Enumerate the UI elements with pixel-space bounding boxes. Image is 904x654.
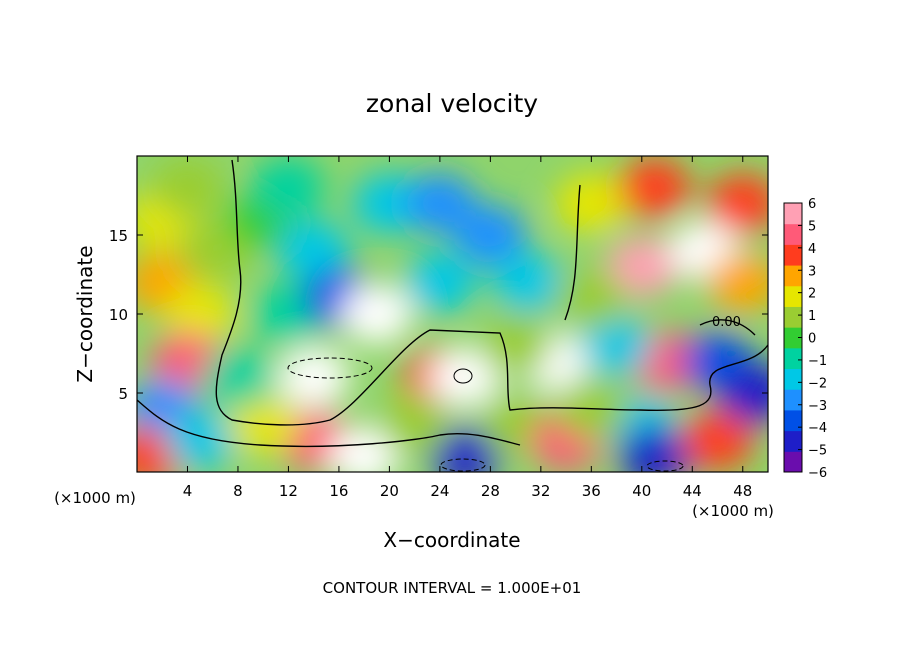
heatmap-cell xyxy=(429,347,502,408)
x-tick-label: 40 xyxy=(632,482,651,500)
heatmap-cell xyxy=(151,157,224,218)
contour-lines xyxy=(137,159,768,448)
colorbar-segment xyxy=(784,327,802,349)
heatmap-cell xyxy=(555,268,628,329)
colorbar-segment xyxy=(784,223,802,245)
heatmap-cell xyxy=(403,173,476,234)
heatmap-cell xyxy=(454,205,527,265)
heatmap-cell xyxy=(706,173,768,234)
plot-area xyxy=(137,156,768,472)
colorbar-segment xyxy=(784,430,802,452)
x-tick-label: 32 xyxy=(531,482,550,500)
heatmap-cell xyxy=(618,426,691,472)
x-tick-label: 48 xyxy=(733,482,752,500)
colorbar-segment xyxy=(784,285,802,307)
colorbar-tick-label: −1 xyxy=(808,354,827,369)
x-tick-label: 8 xyxy=(233,482,243,500)
zero-contour-line xyxy=(215,159,768,426)
colorbar-tick-label: −6 xyxy=(808,466,827,481)
colorbar-segment xyxy=(784,347,802,370)
dashed-contour xyxy=(287,357,373,379)
heatmap-cell xyxy=(277,347,350,408)
colorbar-segment xyxy=(784,409,802,432)
x-tick-label: 28 xyxy=(481,482,500,500)
x-tick-label: 16 xyxy=(329,482,348,500)
colorbar-tick-label: 6 xyxy=(808,197,816,212)
colorbar-tick-label: −4 xyxy=(808,421,827,436)
y-tick-label: 5 xyxy=(118,385,128,403)
small-contour xyxy=(453,368,473,384)
dashed-contours xyxy=(287,357,684,472)
x-tick-label: 24 xyxy=(430,482,449,500)
y-axis-label: Z−coordinate xyxy=(73,245,97,382)
x-axis: 4 8 12 16 20 24 28 32 36 40 44 48 xyxy=(183,156,752,500)
heatmap-field xyxy=(137,157,768,472)
y-tick-label: 10 xyxy=(109,306,128,324)
heatmap-cell xyxy=(706,252,768,313)
heatmap-cell xyxy=(353,173,426,234)
colorbar-segment xyxy=(784,265,802,287)
y-tick-label: 15 xyxy=(109,227,128,245)
heatmap-cell xyxy=(378,394,451,455)
contour-value-label: 0.00 xyxy=(712,315,741,330)
dashed-contour xyxy=(646,460,684,472)
heatmap-cell xyxy=(681,410,754,471)
chart-title: zonal velocity xyxy=(366,89,538,118)
heatmap-cell xyxy=(340,284,413,344)
x-axis-label: X−coordinate xyxy=(383,528,520,552)
y-axis: 5 10 15 xyxy=(109,227,768,403)
heatmap-cell xyxy=(328,426,401,472)
colorbar-tick-label: 3 xyxy=(808,264,816,279)
colorbar-tick-label: 1 xyxy=(808,309,816,324)
x-unit-label-left: (×1000 m) xyxy=(54,489,136,507)
upper-right-contour-line xyxy=(699,319,756,336)
heatmap-cell xyxy=(252,157,325,218)
colorbar-tick-label: −3 xyxy=(808,399,827,414)
x-tick-label: 44 xyxy=(683,482,702,500)
heatmap-cell xyxy=(277,220,350,281)
zero-contour-line-right xyxy=(564,184,581,321)
heatmap-cell xyxy=(176,220,249,281)
colorbar-segment xyxy=(784,389,802,411)
heatmap-cell xyxy=(201,347,274,408)
colorbar-tick-label: 0 xyxy=(808,332,816,347)
lower-contour-line xyxy=(137,399,521,448)
contour-interval-note: CONTOUR INTERVAL = 1.000E+01 xyxy=(323,579,582,597)
x-tick-label: 20 xyxy=(380,482,399,500)
heatmap-cell xyxy=(555,173,628,234)
colorbar-tick-label: 2 xyxy=(808,287,816,302)
colorbar-tick-label: 4 xyxy=(808,242,816,257)
x-tick-label: 36 xyxy=(582,482,601,500)
heatmap-cell xyxy=(719,363,768,423)
heatmap-cell xyxy=(479,315,552,376)
colorbar-segment xyxy=(784,244,802,266)
heatmap-cell xyxy=(164,410,237,471)
heatmap-cell xyxy=(605,236,678,297)
heatmap-cell xyxy=(618,157,691,218)
colorbar-tick-label: −2 xyxy=(808,376,827,391)
x-unit-label-right: (×1000 m) xyxy=(692,502,774,520)
heatmap-cell xyxy=(403,252,476,313)
x-tick-label: 12 xyxy=(279,482,298,500)
colorbar-segment xyxy=(784,203,802,225)
heatmap-cell xyxy=(429,426,502,472)
colorbar: 6 5 4 3 2 1 0 −1 −2 −3 −4 −5 −6 xyxy=(783,197,827,481)
colorbar-segment xyxy=(784,368,802,390)
dashed-contour xyxy=(440,458,486,472)
colorbar-tick-label: 5 xyxy=(808,219,816,234)
colorbar-segment xyxy=(784,306,802,328)
heatmap-cell xyxy=(580,315,653,376)
heatmap-cell xyxy=(164,284,237,344)
colorbar-segment xyxy=(784,451,802,473)
colorbar-tick-label: −5 xyxy=(808,444,827,459)
heatmap-cell xyxy=(492,252,565,313)
x-tick-label: 4 xyxy=(183,482,193,500)
